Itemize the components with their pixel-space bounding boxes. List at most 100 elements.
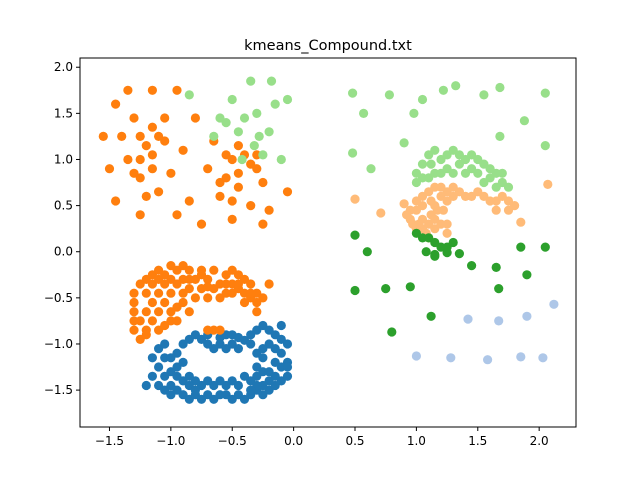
data-point (405, 282, 415, 292)
data-point (438, 85, 448, 95)
data-point (491, 262, 501, 272)
data-point (233, 279, 243, 289)
data-point (538, 353, 548, 363)
data-point (196, 219, 207, 229)
data-point (483, 355, 493, 365)
data-point (384, 90, 394, 100)
data-point (543, 179, 553, 189)
data-point (233, 168, 243, 178)
data-point (147, 316, 157, 326)
x-tick-label: 2.0 (530, 434, 549, 448)
data-point (282, 362, 293, 372)
data-point (221, 173, 231, 183)
data-point (135, 316, 145, 326)
data-point (467, 261, 477, 271)
data-point (129, 325, 139, 335)
data-point (129, 113, 139, 123)
data-point (399, 138, 409, 148)
data-point (438, 205, 448, 215)
data-point (154, 307, 164, 317)
data-point (246, 385, 256, 395)
data-point (436, 168, 446, 178)
data-point (276, 154, 286, 165)
data-point (246, 159, 256, 169)
data-point (399, 199, 409, 209)
data-point (359, 108, 369, 118)
data-point (417, 159, 428, 169)
data-point (215, 293, 225, 303)
data-point (366, 164, 376, 174)
data-point (430, 145, 440, 155)
data-point (147, 164, 157, 174)
data-point (135, 210, 145, 220)
x-tick-label: 1.0 (407, 434, 426, 448)
data-point (282, 371, 293, 381)
data-point (166, 307, 176, 317)
data-point (405, 205, 415, 215)
data-point (141, 191, 151, 201)
data-point (166, 380, 176, 391)
data-point (282, 187, 293, 197)
data-point (203, 164, 213, 174)
data-point (111, 99, 121, 109)
data-point (227, 288, 237, 298)
data-point (141, 288, 151, 298)
data-point (264, 279, 274, 289)
data-point (178, 288, 188, 298)
data-point (426, 159, 436, 169)
data-point (252, 307, 262, 317)
data-point (421, 247, 431, 257)
data-point (442, 150, 452, 160)
data-point (203, 282, 213, 292)
y-tick-label: −1.0 (44, 337, 73, 351)
data-point (479, 177, 489, 188)
data-point (426, 311, 436, 321)
data-point (258, 344, 268, 354)
x-tick-label: −1.5 (95, 434, 124, 448)
data-point (154, 131, 164, 141)
data-point (270, 99, 280, 109)
data-point (249, 141, 259, 151)
data-point (276, 320, 286, 331)
x-tick-label: 0.5 (345, 434, 364, 448)
y-tick-label: 0.5 (54, 199, 73, 213)
data-point (221, 118, 231, 128)
data-point (117, 131, 127, 141)
data-point (467, 150, 477, 160)
data-point (154, 344, 164, 354)
data-point (160, 320, 170, 331)
data-point (258, 177, 268, 188)
data-point (540, 88, 550, 98)
data-point (348, 148, 358, 158)
data-point (350, 194, 360, 204)
data-point (239, 371, 250, 381)
data-point (430, 201, 440, 211)
data-point (491, 205, 501, 215)
data-point (495, 82, 505, 93)
data-point (227, 214, 237, 224)
data-point (154, 288, 164, 298)
data-point (246, 201, 256, 211)
data-point (147, 150, 157, 160)
data-point (237, 154, 247, 165)
y-tick-label: 0.0 (54, 245, 73, 259)
data-point (516, 217, 526, 227)
plot-frame (79, 57, 577, 428)
data-point (233, 127, 243, 137)
data-point (460, 168, 471, 178)
data-point (246, 76, 256, 86)
data-point (178, 145, 188, 155)
data-point (252, 297, 262, 308)
data-point (239, 297, 250, 308)
data-point (503, 205, 514, 215)
data-point (266, 76, 277, 86)
x-axis: −1.5 −1.0 −0.5 0.0 0.5 1.0 1.5 2.0 (95, 427, 549, 448)
data-point (184, 90, 194, 100)
data-point (516, 242, 526, 252)
data-point (233, 141, 243, 151)
data-point (258, 219, 268, 229)
data-point (233, 380, 243, 391)
data-point (184, 274, 194, 284)
data-point (135, 154, 145, 165)
data-point (497, 168, 507, 178)
